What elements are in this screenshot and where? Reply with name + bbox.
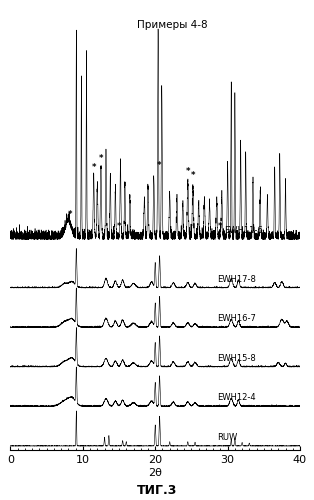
Text: *: * (191, 171, 195, 180)
Text: EWH11-6: EWH11-6 (224, 226, 263, 235)
Text: *: * (186, 167, 190, 176)
Text: EWH12-4: EWH12-4 (217, 393, 255, 402)
Text: *: * (68, 210, 72, 219)
X-axis label: 2θ: 2θ (148, 468, 162, 478)
Text: *: * (157, 162, 161, 170)
Text: *: * (218, 222, 223, 230)
Text: ΤИГ.3: ΤИГ.3 (137, 484, 177, 498)
Text: EWH15-8: EWH15-8 (217, 354, 256, 362)
Text: *: * (117, 222, 121, 230)
Text: *: * (99, 154, 103, 162)
Text: *: * (91, 162, 96, 172)
Text: EWH16-7: EWH16-7 (217, 314, 256, 323)
Text: EWH17-8: EWH17-8 (217, 274, 256, 283)
Text: Примеры 4-8: Примеры 4-8 (137, 20, 208, 30)
Text: RUW: RUW (217, 432, 237, 442)
